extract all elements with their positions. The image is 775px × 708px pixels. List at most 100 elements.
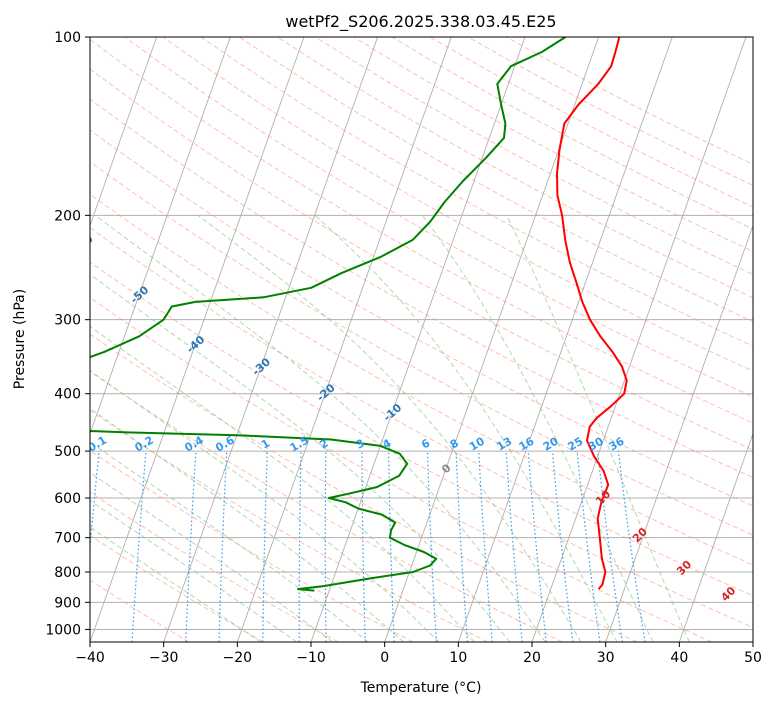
moist-adiabat-line — [90, 407, 405, 642]
mixing-ratio-line — [576, 451, 601, 642]
moist-adiabat-line — [94, 214, 546, 642]
profile-traces — [90, 37, 628, 592]
dry-adiabat-line — [315, 37, 753, 275]
isotherm-label: -60 — [72, 232, 96, 255]
moist-adiabat-label: 40 — [718, 584, 738, 604]
dry-adiabat-line — [90, 68, 753, 451]
mixing-ratio-line — [478, 451, 493, 642]
y-tick-label: 400 — [54, 387, 81, 403]
isotherm-line — [310, 37, 526, 642]
dry-adiabat-line — [90, 491, 339, 642]
y-tick-label: 800 — [54, 565, 81, 581]
dry-adiabat-line — [90, 227, 753, 597]
mixing-ratio-line — [324, 451, 327, 642]
isotherm-label: 0 — [439, 461, 454, 476]
y-tick-label: 200 — [54, 208, 81, 224]
guide-labels: 0.10.20.40.611.52346810131620253036-100-… — [17, 181, 739, 604]
x-tick-label: 50 — [744, 650, 762, 666]
dry-adiabat-line — [162, 37, 753, 372]
dry-adiabat-line — [90, 38, 753, 424]
dry-adiabat-line — [90, 579, 190, 642]
isotherm-line — [752, 640, 753, 642]
x-tick-label: 10 — [449, 650, 467, 666]
x-tick-label: 0 — [380, 650, 389, 666]
x-tick-label: −20 — [223, 650, 253, 666]
moist-adiabat-line — [90, 441, 369, 642]
dry-adiabat-line — [90, 450, 414, 642]
isotherm-line — [384, 37, 600, 642]
x-tick-label: 20 — [523, 650, 541, 666]
dewpoint-trace — [90, 37, 567, 592]
y-axis: 100 200 300 400 500 600 700 800 900 1000 — [45, 30, 90, 638]
isotherm-label: -50 — [128, 283, 152, 306]
background-grid — [0, 37, 753, 642]
y-tick-label: 300 — [54, 313, 81, 329]
isotherm-line — [457, 37, 673, 642]
x-tick-label: −40 — [75, 650, 105, 666]
mixing-ratio-line — [298, 451, 302, 642]
y-tick-label: 500 — [54, 444, 81, 460]
isotherm-label: -70 — [17, 181, 41, 204]
isotherm-line — [90, 37, 158, 227]
mixing-ratio-line — [505, 451, 523, 642]
x-tick-label: 40 — [670, 650, 688, 666]
isotherm-line — [0, 37, 9, 642]
x-axis: −40 −30 −20 −10 0 10 20 30 40 50 — [75, 642, 762, 666]
isotherm-line — [163, 37, 379, 642]
isotherm-line — [605, 224, 753, 642]
dry-adiabat-line — [90, 333, 638, 642]
moist-adiabat-line — [421, 215, 654, 642]
y-axis-label: Pressure (hPa) — [12, 289, 28, 389]
mixing-ratio-label: 4 — [380, 436, 393, 451]
moist-adiabat-line — [90, 325, 475, 642]
dry-adiabat-line — [90, 193, 753, 566]
chart-title: wetPf2_S206.2025.338.03.45.E25 — [285, 12, 556, 32]
isotherm-line — [678, 432, 753, 642]
mixing-ratio-line — [262, 451, 268, 642]
y-tick-label: 900 — [54, 595, 81, 611]
mixing-ratio-line — [218, 451, 228, 642]
dry-adiabat-line — [90, 534, 264, 642]
isotherm-label: -30 — [250, 355, 274, 378]
moist-adiabat-line — [90, 273, 511, 642]
mixing-ratio-line — [90, 451, 100, 554]
mixing-ratio-line — [617, 451, 646, 642]
moist-adiabat-line — [506, 215, 690, 642]
isotherm-label: -10 — [381, 401, 405, 424]
dry-adiabat-line — [90, 296, 712, 642]
mixing-ratio-label: 8 — [448, 437, 461, 452]
plot-frame — [89, 36, 754, 643]
isotherm-line — [90, 37, 305, 642]
isotherm-line — [531, 37, 747, 642]
dry-adiabat-line — [90, 161, 753, 536]
y-tick-label: 100 — [54, 30, 81, 46]
x-tick-label: −10 — [296, 650, 326, 666]
mixing-ratio-line — [426, 451, 437, 642]
mixing-ratio-line — [597, 451, 623, 642]
isotherm-label: -40 — [184, 333, 208, 356]
isotherm-line — [90, 37, 231, 436]
y-tick-label: 600 — [54, 491, 81, 507]
mixing-ratio-line — [527, 451, 547, 642]
isotherm-label: -20 — [314, 381, 338, 404]
moist-adiabat-line — [90, 499, 298, 642]
moist-adiabat-line — [90, 369, 440, 642]
dry-adiabat-line — [200, 37, 753, 347]
x-axis-label: Temperature (°C) — [360, 680, 482, 696]
moist-adiabat-line — [314, 214, 618, 642]
dry-adiabat-line — [90, 371, 563, 642]
x-tick-label: −30 — [149, 650, 179, 666]
mixing-ratio-line — [361, 451, 366, 642]
moist-adiabat-line — [90, 471, 333, 642]
dry-adiabat-line — [238, 37, 753, 323]
dry-adiabat-line — [124, 37, 753, 398]
mixing-ratio-label: 1 — [259, 437, 272, 452]
mixing-ratio-lines — [90, 451, 646, 642]
mixing-ratio-line — [551, 451, 574, 642]
moist-adiabat-line — [90, 526, 262, 642]
isotherm-line — [236, 37, 452, 642]
dry-adiabat-line — [90, 261, 753, 629]
y-tick-label: 1000 — [45, 622, 81, 638]
dry-adiabat-line — [467, 37, 753, 187]
